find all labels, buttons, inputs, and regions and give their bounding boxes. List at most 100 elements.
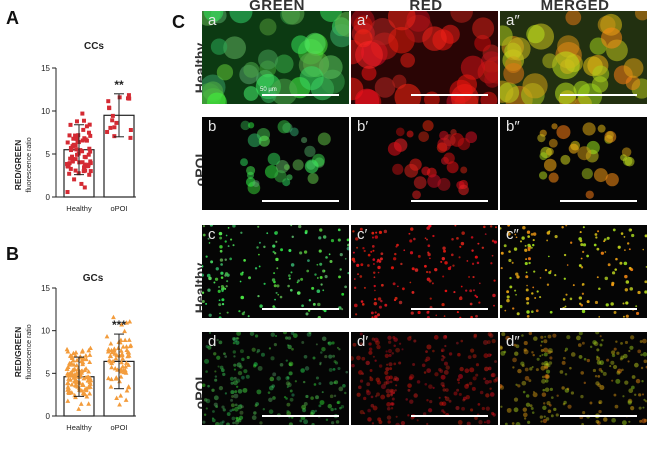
cell-blob bbox=[545, 417, 550, 421]
cell-blob bbox=[442, 356, 446, 359]
cell-blob bbox=[623, 315, 625, 318]
cell-blob bbox=[211, 388, 215, 392]
cell-blob bbox=[525, 288, 529, 292]
cell-blob bbox=[378, 230, 383, 234]
data-point bbox=[107, 106, 112, 111]
data-point bbox=[87, 122, 92, 127]
cell-blob bbox=[203, 11, 224, 22]
cell-blob bbox=[461, 406, 466, 411]
cell-blob bbox=[582, 122, 596, 136]
data-point bbox=[79, 368, 85, 373]
cell-blob bbox=[221, 302, 225, 306]
cell-blob bbox=[436, 142, 448, 153]
tile-label: d bbox=[208, 333, 217, 350]
cell-blob bbox=[373, 276, 376, 279]
cell-blob bbox=[514, 351, 519, 356]
cell-blob bbox=[579, 231, 582, 234]
cell-blob bbox=[600, 370, 604, 373]
cell-blob bbox=[637, 290, 641, 295]
cell-blob bbox=[319, 361, 322, 365]
cell-blob bbox=[230, 390, 235, 395]
cell-blob bbox=[248, 276, 252, 280]
cell-blob bbox=[595, 332, 600, 335]
cell-blob bbox=[515, 272, 519, 276]
cell-blob bbox=[356, 392, 361, 397]
cell-blob bbox=[243, 369, 248, 374]
cell-blob bbox=[273, 284, 277, 288]
cell-blob bbox=[500, 82, 520, 103]
data-point bbox=[71, 136, 76, 141]
cell-blob bbox=[541, 375, 545, 379]
cell-blob bbox=[578, 332, 583, 336]
cell-blob bbox=[352, 342, 357, 347]
cell-blob bbox=[252, 364, 257, 368]
data-point bbox=[82, 162, 87, 167]
data-point bbox=[108, 353, 114, 359]
cell-blob bbox=[337, 238, 341, 242]
cell-blob bbox=[611, 271, 616, 275]
data-point bbox=[65, 190, 70, 195]
cell-blob bbox=[390, 266, 394, 270]
cell-blob bbox=[490, 373, 495, 378]
scale-bar bbox=[262, 308, 339, 310]
cell-blob bbox=[448, 399, 452, 403]
cell-blob bbox=[508, 258, 512, 263]
cell-blob bbox=[268, 409, 274, 414]
cell-blob bbox=[206, 92, 227, 104]
cell-blob bbox=[593, 341, 599, 347]
cell-blob bbox=[247, 133, 262, 148]
cell-blob bbox=[232, 350, 236, 354]
data-point bbox=[73, 353, 78, 358]
cell-blob bbox=[620, 355, 625, 360]
cell-blob bbox=[457, 420, 463, 425]
cell-blob bbox=[458, 296, 463, 301]
cell-blob bbox=[317, 302, 321, 307]
data-point bbox=[66, 388, 72, 393]
cell-blob bbox=[389, 375, 393, 380]
cell-blob bbox=[237, 418, 242, 423]
cell-blob bbox=[219, 245, 223, 249]
cell-blob bbox=[474, 34, 491, 52]
cell-blob bbox=[363, 412, 366, 415]
micrograph-image bbox=[351, 332, 498, 425]
cell-blob bbox=[385, 380, 390, 385]
cell-blob bbox=[628, 420, 631, 423]
cell-blob bbox=[548, 172, 559, 183]
cell-blob bbox=[374, 311, 377, 314]
cell-blob bbox=[337, 228, 341, 232]
cell-blob bbox=[465, 289, 468, 292]
cell-blob bbox=[347, 243, 349, 247]
cell-blob bbox=[376, 344, 381, 350]
cell-blob bbox=[277, 120, 291, 134]
cell-blob bbox=[643, 359, 647, 364]
cell-blob bbox=[290, 225, 293, 227]
micrograph-image bbox=[500, 11, 647, 104]
cell-blob bbox=[258, 135, 270, 147]
cell-blob bbox=[239, 365, 243, 369]
cell-blob bbox=[321, 346, 326, 352]
cell-blob bbox=[524, 367, 529, 372]
cell-blob bbox=[360, 263, 364, 267]
cell-blob bbox=[547, 409, 552, 414]
cell-blob bbox=[211, 417, 214, 420]
cell-blob bbox=[624, 274, 628, 279]
cell-blob bbox=[562, 402, 566, 406]
cell-blob bbox=[227, 226, 230, 229]
cell-blob bbox=[276, 376, 281, 381]
cell-blob bbox=[339, 253, 343, 257]
cell-blob bbox=[511, 261, 514, 264]
cell-blob bbox=[598, 409, 602, 414]
cell-blob bbox=[346, 246, 349, 251]
y-tick-label: 0 bbox=[46, 412, 51, 421]
cell-blob bbox=[535, 368, 539, 372]
cell-blob bbox=[329, 394, 334, 399]
cell-blob bbox=[407, 388, 411, 392]
data-point bbox=[73, 157, 78, 162]
cell-blob bbox=[456, 378, 460, 382]
cell-blob bbox=[320, 351, 323, 354]
cell-blob bbox=[335, 420, 340, 424]
cell-blob bbox=[287, 344, 292, 350]
cell-blob bbox=[315, 343, 318, 346]
tile-label: c″ bbox=[506, 226, 519, 243]
micrograph-image bbox=[500, 117, 647, 210]
